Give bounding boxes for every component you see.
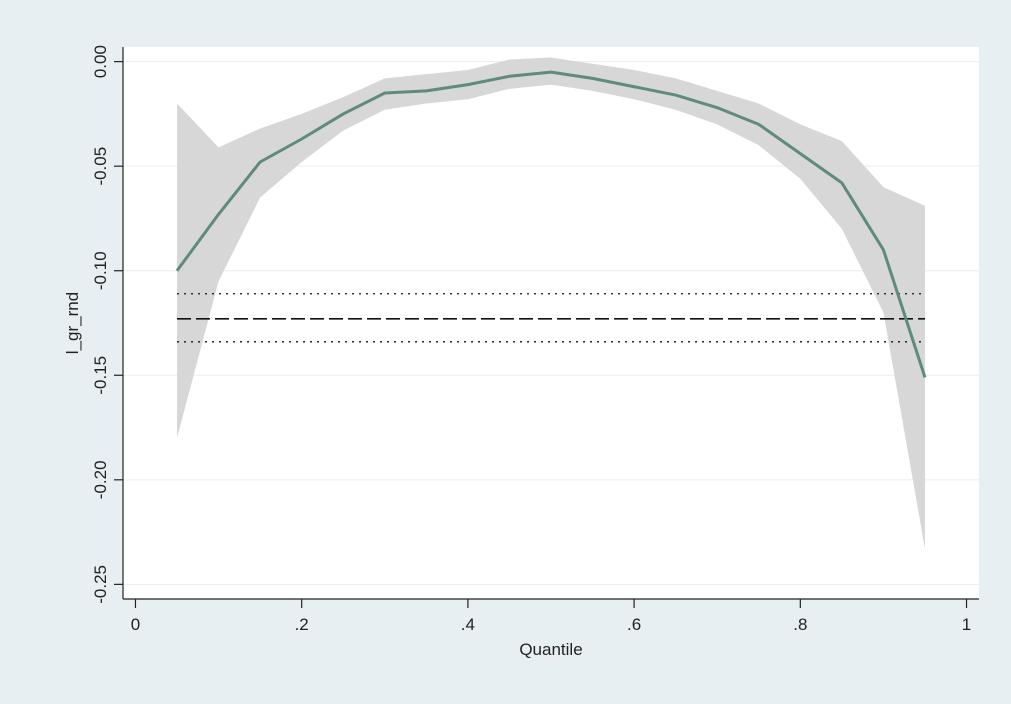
x-tick-label-4: .8	[793, 615, 807, 634]
y-tick-label-4: -0.20	[91, 460, 110, 499]
reference-lines	[177, 293, 925, 343]
coefficient-line-0	[175, 70, 927, 378]
x-tick-label-1: .2	[295, 615, 309, 634]
x-axis-label: Quantile	[519, 640, 582, 659]
x-tick-label-5: 1	[962, 615, 971, 634]
x-tick-label-2: .4	[461, 615, 475, 634]
plot-background	[123, 47, 979, 599]
x-tick-label-0: 0	[131, 615, 140, 634]
series-lines	[175, 70, 927, 378]
y-tick-label-3: -0.15	[91, 356, 110, 395]
y-tick-label-0: 0.00	[91, 45, 110, 78]
x-tick-label-3: .6	[627, 615, 641, 634]
y-tick-label-1: -0.05	[91, 147, 110, 186]
y-tick-label-5: -0.25	[91, 565, 110, 604]
axes	[122, 47, 979, 600]
y-tick-label-2: -0.10	[91, 251, 110, 290]
ticks: 0 .2 .4 .6 .8 1 0.00 -0.05 -0.10 -0.15 -0.20 -0.25	[91, 45, 971, 634]
y-axis-label: l_gr_rnd	[63, 292, 82, 354]
